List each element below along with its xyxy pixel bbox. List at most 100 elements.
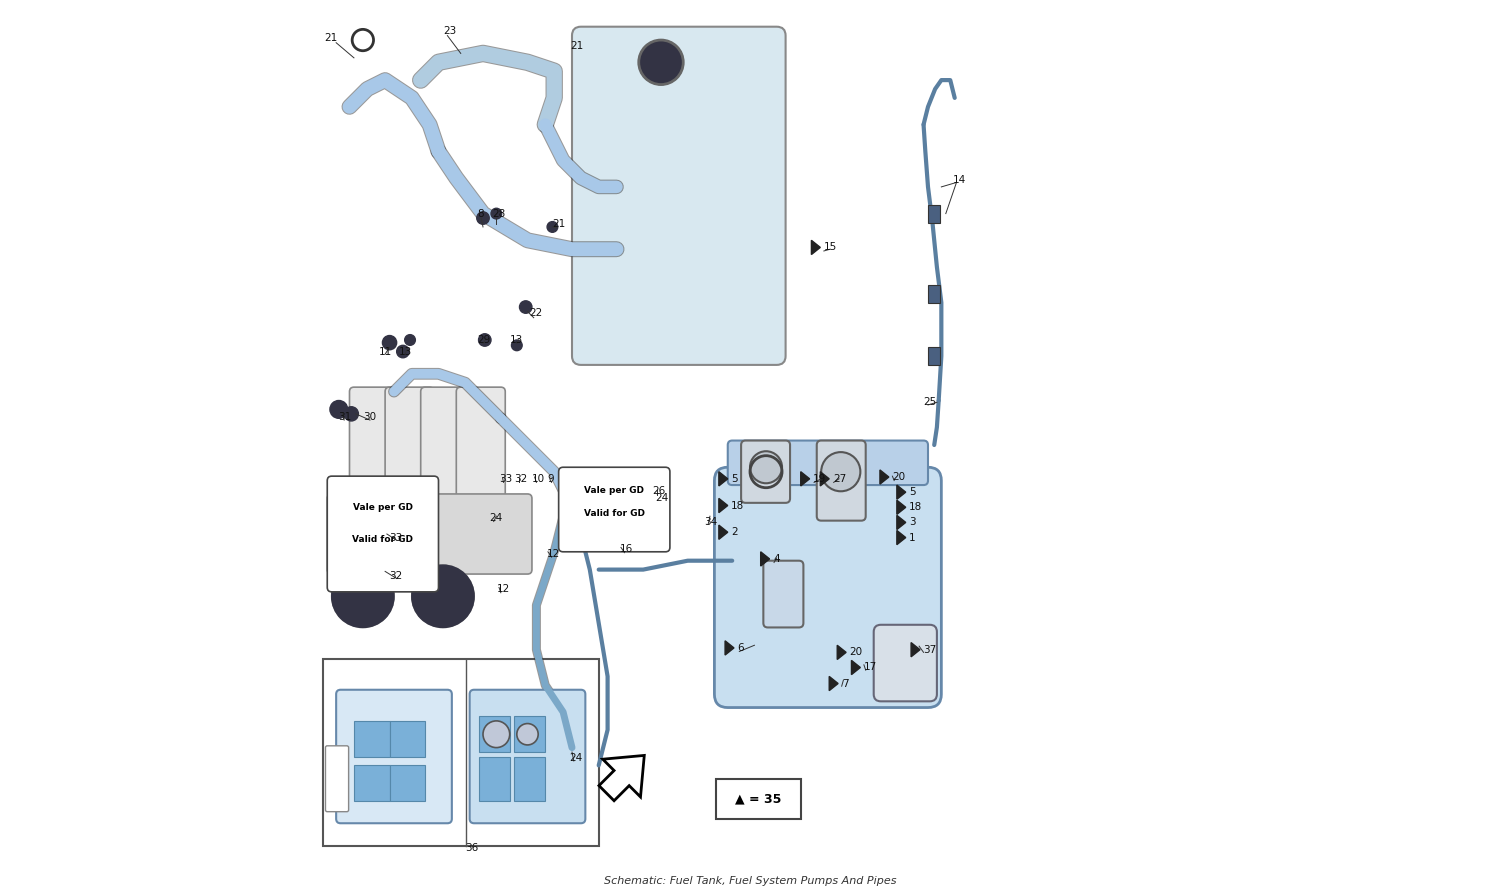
Polygon shape: [718, 498, 728, 513]
FancyBboxPatch shape: [470, 690, 585, 823]
Text: 5: 5: [909, 487, 916, 498]
Polygon shape: [897, 485, 906, 499]
Polygon shape: [910, 643, 920, 657]
FancyBboxPatch shape: [354, 721, 390, 756]
FancyBboxPatch shape: [716, 779, 801, 819]
FancyBboxPatch shape: [326, 746, 348, 812]
Text: 24: 24: [489, 513, 502, 523]
Text: 6: 6: [738, 643, 744, 653]
Text: 21: 21: [570, 41, 584, 52]
Text: 12: 12: [548, 548, 561, 559]
Text: Vale per GD: Vale per GD: [585, 486, 645, 495]
Polygon shape: [724, 641, 734, 655]
Polygon shape: [718, 472, 728, 486]
Text: 25: 25: [924, 397, 938, 408]
Circle shape: [821, 452, 861, 491]
Circle shape: [344, 407, 358, 421]
Text: Valid for GD: Valid for GD: [584, 509, 645, 518]
Text: 13: 13: [399, 346, 411, 357]
Circle shape: [396, 345, 410, 358]
FancyBboxPatch shape: [420, 387, 470, 503]
Text: 4: 4: [772, 554, 780, 564]
Circle shape: [382, 336, 396, 350]
Text: 23: 23: [442, 26, 456, 36]
FancyBboxPatch shape: [327, 476, 438, 592]
Text: 12: 12: [496, 584, 510, 595]
Polygon shape: [897, 530, 906, 545]
Circle shape: [750, 451, 782, 483]
Circle shape: [519, 301, 532, 313]
Text: 19: 19: [813, 473, 826, 484]
Text: 16: 16: [620, 544, 633, 554]
FancyBboxPatch shape: [478, 756, 510, 801]
Text: 14: 14: [952, 174, 966, 185]
Circle shape: [483, 721, 510, 748]
Circle shape: [332, 565, 394, 627]
Circle shape: [548, 222, 558, 232]
Polygon shape: [852, 660, 861, 675]
FancyBboxPatch shape: [336, 690, 452, 823]
Text: 15: 15: [824, 242, 837, 253]
Text: 17: 17: [864, 662, 877, 673]
Text: 8: 8: [477, 208, 483, 219]
Text: Valid for GD: Valid for GD: [352, 535, 414, 544]
FancyBboxPatch shape: [350, 387, 399, 503]
Polygon shape: [897, 500, 906, 514]
Polygon shape: [718, 525, 728, 539]
Text: 18: 18: [732, 500, 744, 511]
Polygon shape: [928, 285, 940, 303]
FancyBboxPatch shape: [456, 387, 506, 503]
Text: Schematic: Fuel Tank, Fuel System Pumps And Pipes: Schematic: Fuel Tank, Fuel System Pumps …: [603, 876, 897, 886]
FancyBboxPatch shape: [386, 387, 433, 503]
Text: 24: 24: [656, 493, 669, 504]
Polygon shape: [598, 756, 645, 801]
Circle shape: [413, 565, 474, 627]
FancyBboxPatch shape: [764, 561, 804, 627]
Text: 21: 21: [324, 33, 338, 44]
Text: 3: 3: [909, 517, 916, 528]
Text: 1: 1: [909, 532, 916, 543]
Circle shape: [330, 400, 348, 418]
Polygon shape: [897, 515, 906, 530]
Text: 28: 28: [492, 208, 506, 219]
Text: 2: 2: [732, 527, 738, 538]
Text: 33: 33: [500, 473, 513, 484]
Text: 36: 36: [465, 843, 478, 854]
Polygon shape: [801, 472, 810, 486]
Polygon shape: [760, 552, 770, 566]
FancyBboxPatch shape: [354, 765, 390, 801]
Text: 33: 33: [390, 533, 404, 544]
Polygon shape: [812, 240, 820, 255]
Polygon shape: [837, 645, 846, 659]
Circle shape: [405, 335, 416, 345]
Text: 26: 26: [652, 486, 666, 497]
Text: 37: 37: [924, 644, 938, 655]
FancyBboxPatch shape: [714, 467, 942, 708]
FancyBboxPatch shape: [741, 441, 790, 503]
Circle shape: [413, 565, 474, 627]
Text: 32: 32: [390, 570, 404, 581]
FancyBboxPatch shape: [390, 721, 424, 756]
Circle shape: [490, 208, 501, 219]
FancyBboxPatch shape: [390, 765, 424, 801]
Text: Vale per GD: Vale per GD: [352, 503, 413, 512]
Text: 10: 10: [532, 473, 544, 484]
Text: 18: 18: [909, 502, 922, 513]
Text: 29: 29: [477, 335, 490, 345]
Text: 11: 11: [380, 346, 392, 357]
Text: 34: 34: [704, 516, 717, 527]
Text: 24: 24: [570, 753, 582, 764]
FancyBboxPatch shape: [322, 659, 598, 846]
Circle shape: [639, 40, 682, 85]
Text: 30: 30: [363, 411, 376, 422]
Circle shape: [478, 334, 490, 346]
Circle shape: [512, 340, 522, 351]
Text: 32: 32: [514, 473, 528, 484]
FancyBboxPatch shape: [558, 467, 670, 552]
Polygon shape: [830, 676, 839, 691]
Polygon shape: [880, 470, 890, 484]
Text: 13: 13: [510, 335, 524, 345]
FancyBboxPatch shape: [514, 756, 546, 801]
Circle shape: [518, 724, 538, 745]
Circle shape: [477, 212, 489, 224]
